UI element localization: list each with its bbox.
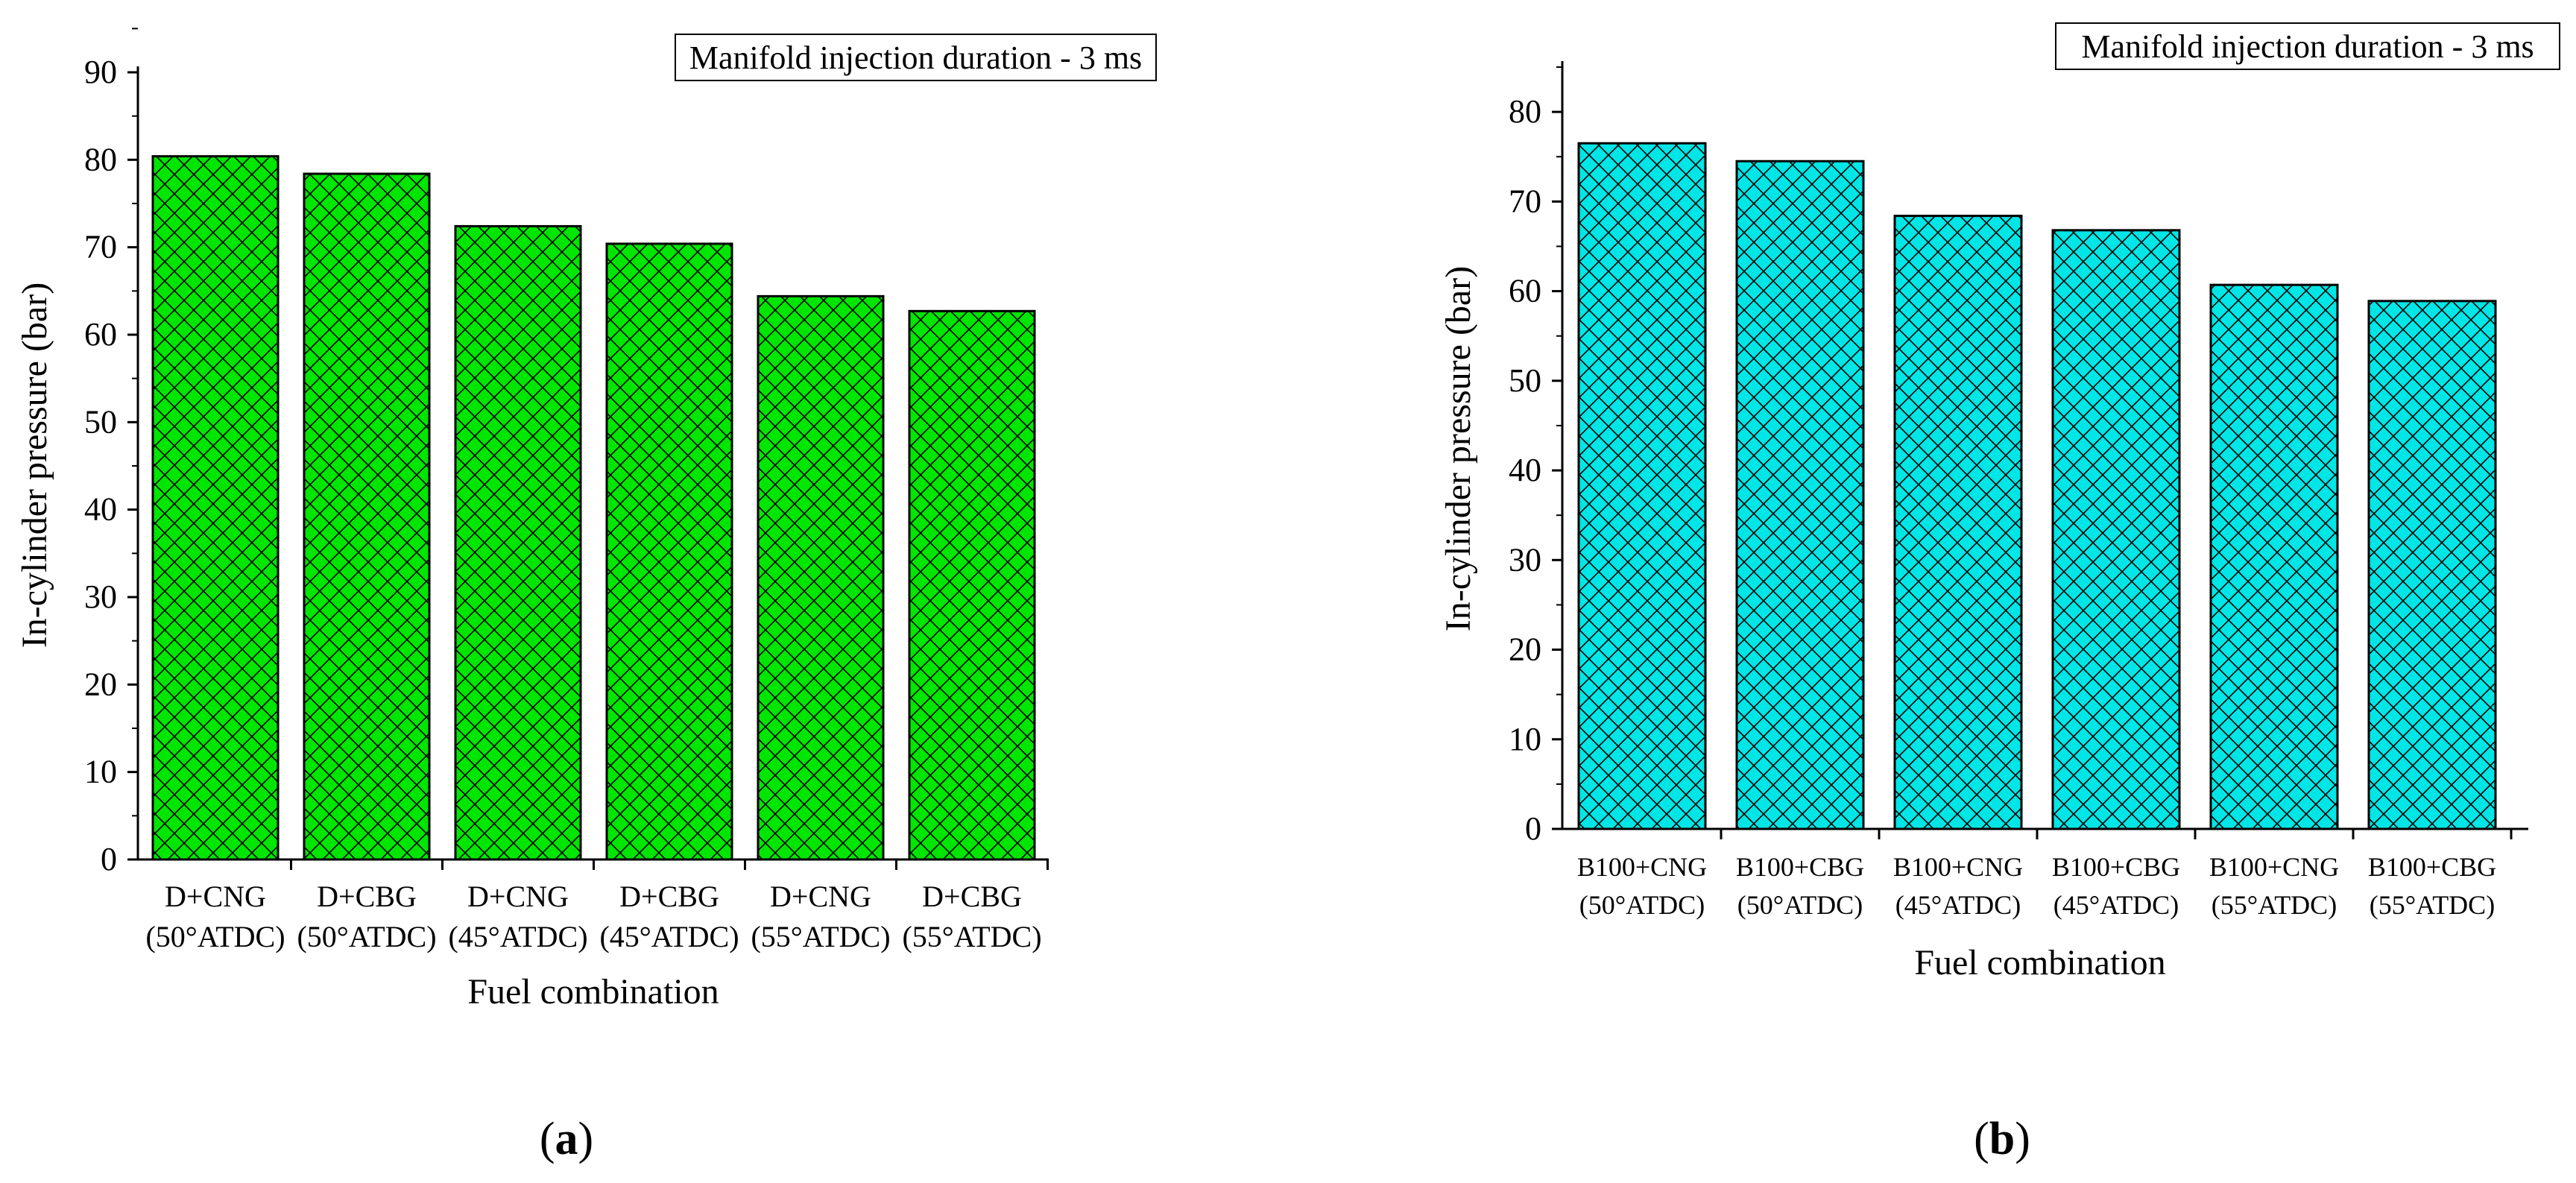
chart-b-category-label-5: B100+CNG — [2209, 852, 2339, 882]
panel-label-a: (a) — [540, 1114, 593, 1164]
chart-b-annotation-box — [2055, 22, 2560, 70]
chart-b-y-tick-label: 20 — [1509, 631, 1541, 668]
chart-a-category-label-4: (45°ATDC) — [599, 920, 739, 953]
chart-a-y-axis-title: In-cylinder pressure (bar) — [15, 283, 54, 648]
chart-b-bar-6 — [2367, 300, 2497, 830]
chart-b-category-label-6: (55°ATDC) — [2370, 890, 2495, 920]
chart-b-category-label-2: B100+CBG — [1736, 852, 1864, 882]
chart-b-y-tick-label: 60 — [1509, 273, 1541, 309]
chart-a-category-label-1: D+CNG — [165, 880, 266, 913]
chart-a-category-label-4: D+CBG — [619, 880, 719, 913]
chart-a-y-tick-label: 60 — [84, 316, 117, 353]
chart-a-y-tick-label: 80 — [84, 141, 117, 177]
chart-b-bar-1 — [1577, 142, 1707, 830]
chart-b-category-label-5: (55°ATDC) — [2212, 890, 2337, 920]
chart-a-bar-3 — [454, 225, 582, 861]
chart-a-y-tick-label: 90 — [84, 54, 117, 90]
panel-label-b: (b) — [1974, 1114, 2030, 1164]
chart-b-y-tick-label: 10 — [1509, 721, 1541, 757]
chart-a-y-tick-label: 30 — [84, 578, 117, 615]
chart-a-category-label-1: (50°ATDC) — [145, 920, 285, 953]
chart-b-x-axis-title: Fuel combination — [1914, 943, 2165, 982]
chart-b-category-label-1: (50°ATDC) — [1579, 890, 1705, 920]
chart-b-bar-2 — [1735, 160, 1865, 830]
chart-panel-b: 0 10 20 30 40 50 60 70 80 B100+CNG (50°ATDC) B100+C… — [1439, 22, 2560, 1164]
chart-a-category-label-3: (45°ATDC) — [448, 920, 587, 953]
chart-a-bar-2 — [303, 172, 431, 861]
chart-a-y-tick-label: 20 — [84, 666, 117, 702]
chart-b-y-tick-label: 70 — [1509, 183, 1541, 219]
chart-a-category-label-3: D+CNG — [467, 880, 569, 913]
chart-a-category-label-6: (55°ATDC) — [902, 920, 1041, 953]
chart-a-category-label-2: (50°ATDC) — [297, 920, 436, 953]
chart-b-category-label-6: B100+CBG — [2368, 852, 2496, 882]
chart-panel-a: 0 10 20 30 40 50 60 70 80 90 D+CNG (50°ATDC) D+CBG (5… — [15, 28, 1157, 1164]
chart-a-y-tick-label: 40 — [84, 491, 117, 528]
chart-b-y-tick-label: 50 — [1509, 362, 1541, 399]
chart-b-y-tick-label: 80 — [1509, 93, 1541, 130]
chart-a-category-label-2: D+CBG — [317, 880, 417, 913]
chart-b-category-label-1: B100+CNG — [1577, 852, 1707, 882]
chart-b-category-label-4: B100+CBG — [2052, 852, 2180, 882]
chart-a-category-label-5: D+CNG — [770, 880, 871, 913]
chart-a-bar-5 — [757, 294, 885, 861]
chart-a-category-label-6: D+CBG — [922, 880, 1022, 913]
chart-b-bar-5 — [2209, 283, 2339, 830]
chart-a-y-tick-label: 50 — [84, 403, 117, 440]
chart-a-y-tick-label: 0 — [101, 841, 117, 877]
chart-a-bar-4 — [605, 242, 733, 861]
chart-a-category-label-5: (55°ATDC) — [751, 920, 890, 953]
chart-b-annotation-text: Manifold injection duration - 3 ms — [2081, 28, 2534, 65]
chart-b-category-label-2: (50°ATDC) — [1737, 890, 1863, 920]
chart-b-bar-4 — [2051, 229, 2181, 830]
chart-b-y-axis-title: In-cylinder pressure (bar) — [1439, 266, 1478, 631]
chart-a-x-axis-title: Fuel combination — [467, 972, 719, 1012]
chart-a-y-tick-label: 70 — [84, 229, 117, 265]
chart-a-bar-6 — [908, 309, 1036, 861]
chart-a-annotation-box — [675, 34, 1157, 81]
chart-b-y-tick-label: 40 — [1509, 452, 1541, 488]
chart-a-bar-1 — [151, 155, 280, 861]
chart-b-y-tick-label: 30 — [1509, 541, 1541, 578]
chart-a-annotation-text: Manifold injection duration - 3 ms — [689, 40, 1142, 76]
chart-a-y-tick-label: 10 — [84, 754, 117, 790]
chart-b-category-label-3: (45°ATDC) — [1895, 890, 2021, 920]
chart-b-bar-3 — [1893, 215, 2023, 830]
chart-b-category-label-3: B100+CNG — [1893, 852, 2023, 882]
chart-b-category-label-4: (45°ATDC) — [2053, 890, 2179, 920]
chart-b-y-tick-label: 0 — [1525, 810, 1541, 847]
